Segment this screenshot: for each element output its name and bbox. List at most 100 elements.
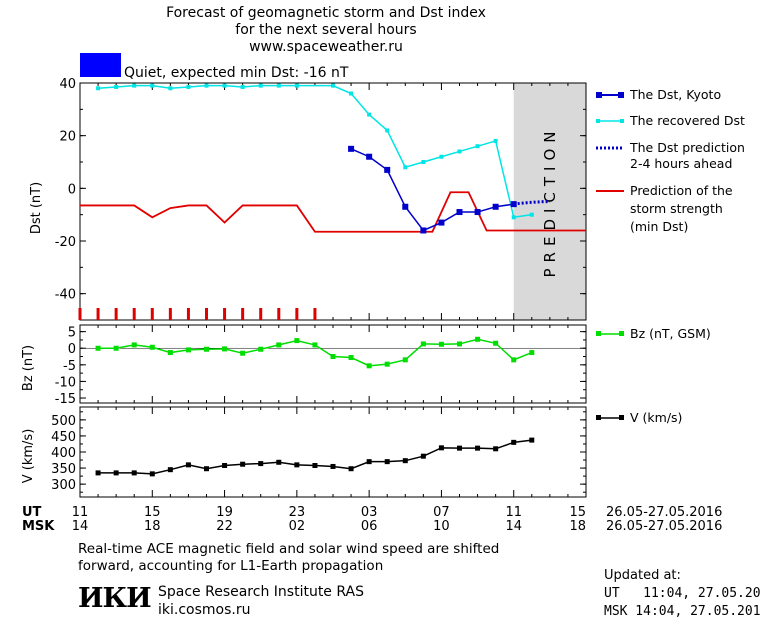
bz-point [276, 342, 282, 348]
bz-point [384, 361, 390, 367]
v-y-tick-label: 300 [51, 478, 76, 493]
dst-kyoto-point [492, 203, 499, 210]
recovered-dst-point [403, 165, 408, 170]
legend-dst-kyoto-marker [618, 92, 624, 98]
dst-y-tick-label: 0 [68, 182, 76, 197]
legend-prediction-label-1: The Dst prediction [629, 140, 745, 155]
legend-storm-label-1: Prediction of the [630, 183, 733, 198]
v-point [384, 459, 390, 465]
dst-kyoto-point [402, 203, 409, 210]
bz-point [529, 350, 535, 356]
bz-point [222, 346, 228, 352]
msk-tick-label: 14 [505, 519, 522, 534]
v-plot-frame [79, 406, 587, 498]
updated-msk: MSK 14:04, 27.05.2016 [604, 604, 760, 619]
recovered-dst-point [258, 83, 263, 88]
v-point [511, 439, 517, 445]
dst-axis-label: Dst (nT) [29, 182, 44, 234]
bz-point [366, 363, 372, 369]
v-point [204, 466, 209, 472]
msk-tick-label: 22 [216, 519, 233, 534]
msk-tick-label: 18 [144, 519, 161, 534]
legend-dst-kyoto-label: The Dst, Kyoto [629, 87, 721, 102]
dst-kyoto-point [474, 209, 481, 216]
legend-storm-label-2: storm strength [630, 201, 723, 216]
legend: The Dst, Kyoto The recovered Dst The Dst… [596, 87, 745, 425]
v-point [457, 445, 462, 451]
legend-recovered-marker [620, 119, 624, 123]
chart-title-line-3: www.spaceweather.ru [249, 39, 403, 55]
ut-tick-label: 11 [505, 505, 522, 520]
bz-point [149, 344, 155, 350]
dst-kyoto-line [350, 148, 514, 232]
updated-info: Updated at: UT 11:04, 27.05.2016 MSK 14:04… [604, 567, 760, 621]
bz-point [294, 338, 300, 344]
v-point [475, 445, 481, 451]
institute-name: Space Research Institute RAS [158, 584, 364, 600]
v-point [366, 459, 372, 465]
recovered-dst-point [204, 83, 209, 88]
bz-point [131, 342, 137, 348]
bz-plot-frame [79, 324, 587, 404]
bz-point [240, 350, 246, 356]
msk-tick-label: 14 [72, 519, 89, 534]
status-color-box [80, 53, 121, 77]
ut-tick-label: 15 [144, 505, 161, 520]
recovered-dst-point [132, 83, 137, 88]
recovered-dst-point [222, 83, 227, 88]
ut-tick-label: 03 [361, 505, 378, 520]
bz-y-tick-label: -15 [55, 392, 76, 407]
recovered-dst-point [439, 154, 444, 159]
v-point [348, 466, 354, 472]
msk-tick-label: 18 [569, 519, 586, 534]
v-y-tick-label: 500 [51, 414, 76, 429]
bz-point [330, 354, 336, 360]
bz-point [438, 341, 444, 347]
recovered-dst-point [421, 160, 426, 164]
dst-kyoto-point [384, 166, 391, 173]
v-line [98, 439, 532, 475]
legend-bz-marker [596, 331, 601, 336]
v-point [185, 462, 191, 468]
institute-info: Space Research Institute RAS iki.cosmos.… [158, 583, 364, 619]
legend-v-label: V (km/s) [630, 410, 682, 425]
recovered-dst-point [240, 84, 245, 89]
bz-point [113, 345, 119, 351]
chart-title-line-1: Forecast of geomagnetic storm and Dst in… [166, 5, 486, 21]
legend-v-marker [596, 415, 601, 420]
dst-y-tick-label: 20 [59, 130, 76, 145]
recovered-dst-line [98, 84, 532, 219]
legend-storm-label-3: (min Dst) [630, 219, 688, 234]
bz-y-tick-label: 5 [68, 326, 76, 341]
dst-kyoto-point [438, 219, 445, 226]
recovered-dst-point [168, 86, 173, 91]
v-point [222, 463, 228, 468]
bz-y-tick-label: -10 [55, 375, 76, 390]
recovered-dst-point [511, 215, 516, 220]
ut-tick-label: 15 [569, 505, 586, 520]
v-point [258, 461, 264, 467]
bz-point [511, 357, 517, 363]
institute-site[interactable]: iki.cosmos.ru [158, 602, 251, 618]
bz-point [312, 342, 318, 348]
v-point [294, 462, 300, 468]
updated-ut: UT 11:04, 27.05.2016 [604, 586, 760, 601]
recovered-dst-point [475, 144, 480, 149]
bz-point [475, 336, 481, 342]
msk-tick-label: 06 [361, 519, 378, 534]
bz-panel: 50 -5-10 -15 [55, 324, 587, 407]
storm-strength-line [80, 191, 586, 233]
footer-caption-line-2: forward, accounting for L1-Earth propaga… [78, 558, 384, 574]
v-point [167, 467, 173, 473]
legend-bz-marker [619, 331, 624, 336]
updated-label: Updated at: [604, 568, 681, 583]
bz-point [95, 345, 101, 351]
dst-y-tick-label: -20 [55, 235, 76, 250]
msk-tick-label: 02 [289, 519, 306, 534]
legend-prediction-label-2: 2-4 hours ahead [630, 156, 732, 171]
dst-kyoto-point [366, 153, 373, 160]
dst-kyoto-point [348, 145, 355, 152]
bz-point [348, 355, 354, 361]
